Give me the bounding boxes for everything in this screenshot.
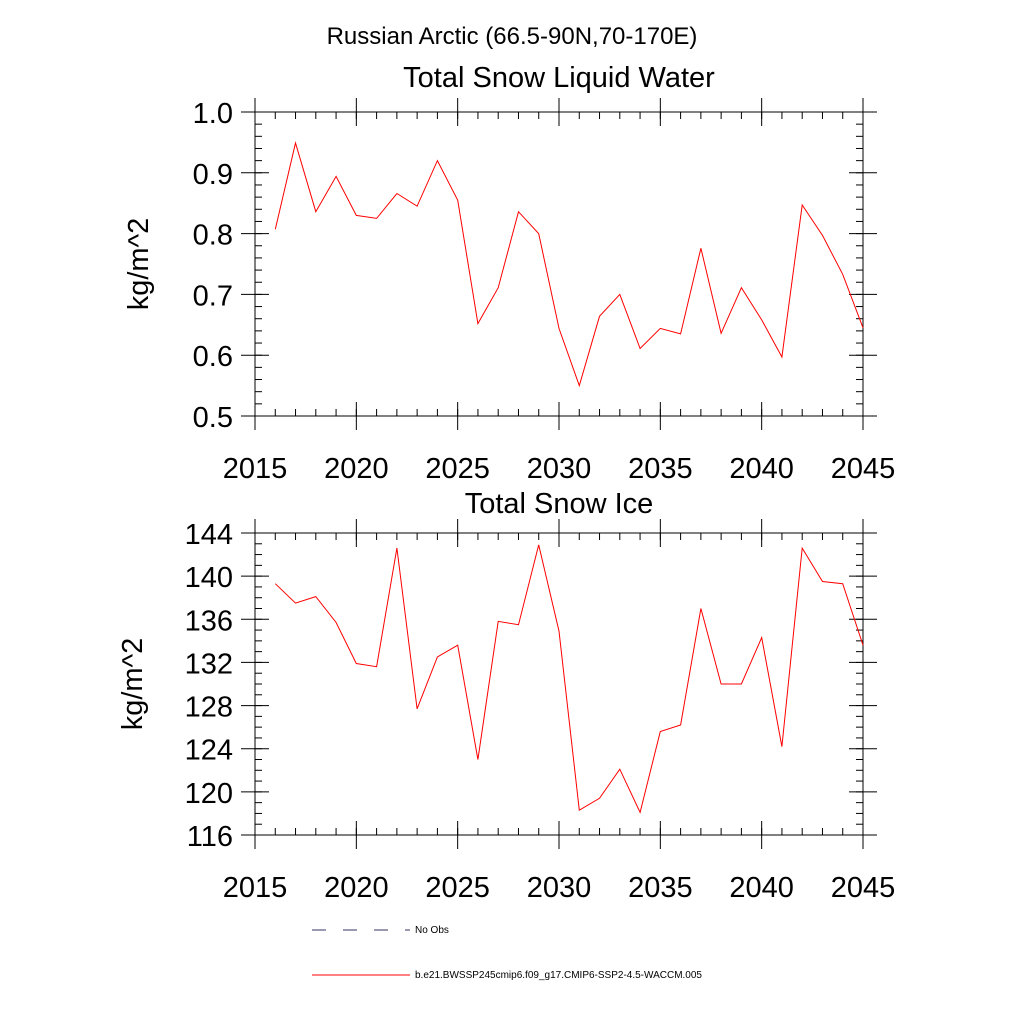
x-tick-label: 2020 — [324, 872, 389, 904]
y-tick-label: 0.5 — [193, 402, 233, 434]
y-tick-label: 0.7 — [193, 280, 233, 312]
x-tick-label: 2015 — [223, 453, 288, 485]
x-tick-label: 2045 — [831, 872, 896, 904]
x-tick-label: 2020 — [324, 453, 389, 485]
x-tick-label: 2040 — [729, 453, 794, 485]
series-line — [274, 544, 864, 814]
chart-title: Total Snow Ice — [465, 488, 654, 520]
plot-frame — [254, 532, 864, 836]
y-tick-label: 1.0 — [193, 98, 233, 130]
x-tick-label: 2025 — [425, 453, 490, 485]
snow-liquid-water-panel: Total Snow Liquid Water kg/m^2 0.5 0.6 0.7 0.… — [123, 62, 895, 485]
x-tick-label: 2040 — [729, 872, 794, 904]
y-axis-label: kg/m^2 — [117, 638, 149, 731]
legend-model-label: b.e21.BWSSP245cmip6.f09_g17.CMIP6-SSP2-4… — [415, 970, 702, 981]
x-tick-label: 2025 — [425, 872, 490, 904]
legend-no-obs-label: No Obs — [415, 925, 449, 936]
y-tick-label: 0.6 — [193, 341, 233, 373]
legend: No Obs b.e21.BWSSP245cmip6.f09_g17.CMIP6… — [312, 925, 702, 981]
x-tick-label: 2035 — [628, 872, 693, 904]
y-tick-label: 124 — [185, 735, 233, 767]
y-axis-label: kg/m^2 — [123, 218, 155, 311]
snow-ice-panel: Total Snow Ice kg/m^2 116 120 124 128 132 136 14… — [117, 488, 895, 904]
plot-frame — [254, 111, 864, 417]
x-tick-label: 2030 — [527, 872, 592, 904]
y-tick-label: 132 — [185, 648, 233, 680]
y-tick-label: 0.9 — [193, 159, 233, 191]
y-tick-label: 136 — [185, 605, 233, 637]
y-tick-label: 140 — [185, 562, 233, 594]
x-tick-label: 2035 — [628, 453, 693, 485]
y-tick-label: 0.8 — [193, 220, 233, 252]
x-tick-label: 2015 — [223, 872, 288, 904]
y-tick-label: 128 — [185, 692, 233, 724]
x-tick-label: 2030 — [527, 453, 592, 485]
y-tick-label: 116 — [187, 821, 233, 853]
figure-suptitle: Russian Arctic (66.5-90N,70-170E) — [327, 23, 698, 50]
y-tick-label: 120 — [185, 778, 233, 810]
series-line — [274, 141, 864, 388]
x-tick-label: 2045 — [831, 453, 896, 485]
y-tick-label: 144 — [185, 519, 233, 551]
chart-title: Total Snow Liquid Water — [403, 62, 715, 94]
